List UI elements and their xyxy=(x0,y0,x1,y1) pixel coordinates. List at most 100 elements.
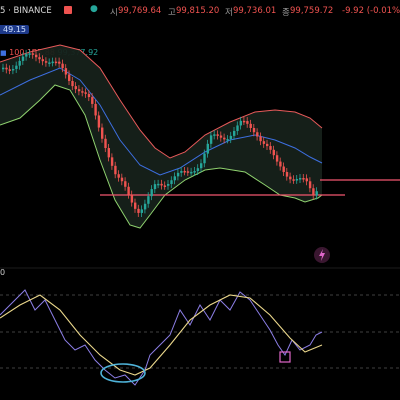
candle-body xyxy=(190,171,193,174)
candle-body xyxy=(239,120,242,126)
candle-body xyxy=(58,61,61,64)
candle-body xyxy=(206,143,209,154)
divergence-highlight xyxy=(100,363,146,383)
candle-body xyxy=(157,183,160,186)
candle-body xyxy=(71,80,74,87)
high-label: 고 xyxy=(168,8,176,18)
candle-body xyxy=(236,125,239,131)
candle-body xyxy=(295,178,299,181)
bollinger-cloud xyxy=(0,45,322,228)
rsi-pane-label: 0 xyxy=(0,268,6,277)
candle-body xyxy=(219,135,223,138)
low-label: 저 xyxy=(225,8,233,18)
low-value: 99,736.01 xyxy=(233,6,277,16)
close-value: 99,759.72 xyxy=(290,6,334,16)
candle-body xyxy=(84,92,87,94)
candle-body xyxy=(186,171,190,173)
lower-band-line xyxy=(0,84,323,229)
candle-body xyxy=(282,166,285,173)
candle-body xyxy=(68,74,71,81)
candle-body xyxy=(262,141,266,144)
candle-body xyxy=(229,135,233,140)
candle-body xyxy=(134,202,137,209)
candle-body xyxy=(269,146,272,150)
candle-body xyxy=(299,178,302,180)
candle-body xyxy=(15,65,18,69)
candle-body xyxy=(233,130,236,136)
candle-body xyxy=(28,53,31,55)
candle-body xyxy=(110,157,114,166)
candle-body xyxy=(18,60,21,66)
candle-body xyxy=(143,203,147,210)
candle-body xyxy=(200,163,203,169)
candle-body xyxy=(150,189,153,197)
candle-body xyxy=(173,176,176,181)
candle-body xyxy=(285,172,289,177)
candle-body xyxy=(302,178,305,180)
candle-body xyxy=(51,61,54,64)
candle-body xyxy=(87,93,91,98)
candle-body xyxy=(256,132,259,137)
candle-body xyxy=(147,196,150,204)
candle-body xyxy=(64,68,68,75)
candle-body xyxy=(252,127,256,133)
candle-body xyxy=(305,178,308,182)
candle-body xyxy=(31,53,35,55)
candle-body xyxy=(223,137,226,140)
candle-body xyxy=(308,181,312,189)
candle-body xyxy=(170,180,173,184)
candle-body xyxy=(104,138,107,149)
rsi-ma-line xyxy=(0,294,323,376)
open-label: 시 xyxy=(110,8,118,18)
candle-body xyxy=(292,179,295,181)
candle-body xyxy=(213,134,216,136)
candle-body xyxy=(21,56,25,61)
candle-body xyxy=(183,170,186,173)
candle-body xyxy=(107,148,110,158)
candle-body xyxy=(2,67,5,70)
candle-body xyxy=(117,174,120,178)
candle-body xyxy=(153,184,157,190)
candle-body xyxy=(246,121,249,124)
candle-body xyxy=(279,161,282,167)
candle-body xyxy=(216,134,219,136)
basis-line xyxy=(0,67,323,176)
candle-body xyxy=(163,185,167,187)
flash-icon[interactable] xyxy=(314,247,330,263)
candle-body xyxy=(8,69,11,71)
basis-marker-icon: ■ xyxy=(0,49,7,57)
candle-body xyxy=(74,86,77,90)
symbol-label[interactable]: 5 · BINANCE xyxy=(0,6,52,16)
candle-body xyxy=(272,149,275,156)
close-label: 종 xyxy=(282,8,290,18)
candle-body xyxy=(137,208,140,213)
candle-body xyxy=(97,115,101,128)
rsi-line xyxy=(0,289,323,386)
candle-body xyxy=(114,165,117,175)
candle-body xyxy=(81,91,84,93)
candle-body xyxy=(289,176,292,180)
candle-body xyxy=(312,188,315,196)
change-value: -9.92 (-0.01%) xyxy=(342,6,400,16)
candle-body xyxy=(41,59,44,62)
candle-body xyxy=(77,89,81,92)
candle-body xyxy=(11,68,15,71)
alert-marker xyxy=(279,351,291,363)
candle-body xyxy=(275,155,279,162)
candle-body xyxy=(91,97,94,104)
candle-body xyxy=(54,61,58,64)
chart-header: 5 · BINANCE ● 시 99,769.64 고 99,815.20 저 … xyxy=(0,0,400,20)
upper-band-line xyxy=(0,44,323,159)
high-value: 99,815.20 xyxy=(176,6,220,16)
open-value: 99,769.64 xyxy=(118,6,162,16)
candle-body xyxy=(196,168,200,172)
market-closed-icon[interactable] xyxy=(64,6,72,14)
candle-body xyxy=(25,53,28,57)
candle-body xyxy=(5,67,8,70)
candle-body xyxy=(266,143,269,147)
candle-body xyxy=(226,139,229,141)
candle-body xyxy=(130,194,134,203)
candle-body xyxy=(44,61,48,63)
candle-body xyxy=(140,209,143,213)
